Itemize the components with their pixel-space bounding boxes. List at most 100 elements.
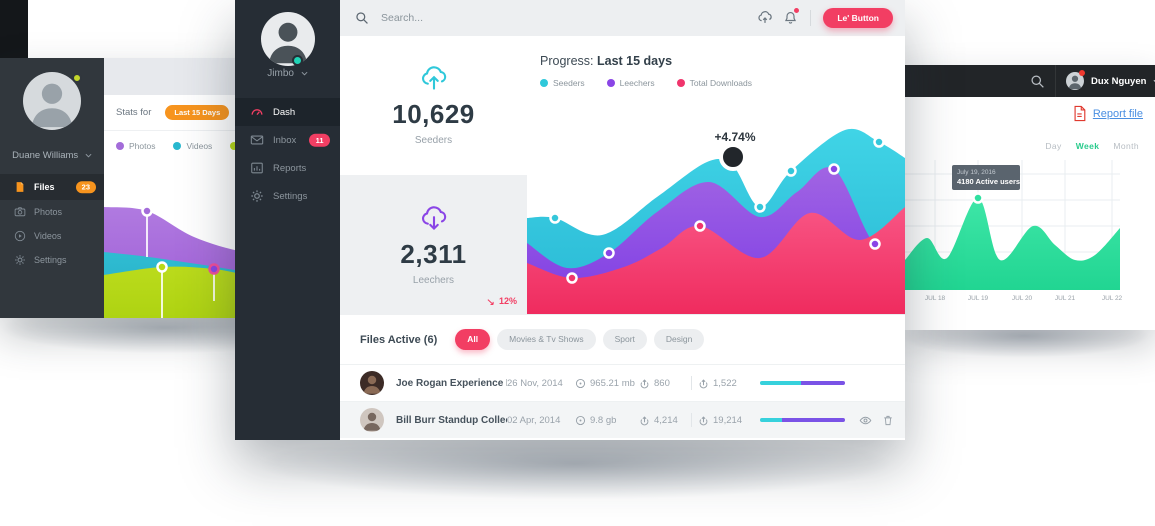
legend-item: Leechers (606, 78, 655, 88)
size-icon (575, 378, 586, 389)
filter-all[interactable]: All (455, 329, 491, 350)
files-title: Files Active (6) (360, 333, 438, 346)
file-title: Bill Burr Standup Collection (396, 414, 507, 426)
eye-icon[interactable] (859, 414, 872, 427)
legend-dot (606, 79, 615, 87)
seeders-label: Seeders (414, 135, 453, 146)
search-input[interactable] (381, 12, 581, 24)
table-row[interactable]: Joe Rogan Experience Ep. 468 26 Nov, 201… (340, 364, 905, 401)
topbar: Le' Button (340, 0, 905, 36)
seeds-icon (639, 378, 650, 389)
file-size: 965.21 mb (590, 377, 635, 389)
sidebar-item-label: Photos (34, 207, 63, 217)
bell-icon[interactable] (783, 7, 801, 26)
file-seeds: 4,214 (654, 414, 678, 426)
progress-chart-panel: Progress: Last 15 days Seeders Leechers … (527, 36, 905, 315)
sidebar-item-reports[interactable]: Reports (235, 154, 340, 182)
tab-day[interactable]: Day (1045, 141, 1062, 151)
cloud-upload-icon[interactable] (757, 10, 773, 26)
file-peers: 1,522 (713, 377, 737, 389)
search-icon[interactable] (355, 11, 369, 25)
filter-design[interactable]: Design (653, 329, 705, 350)
sidebar-item-photos[interactable]: Photos (0, 200, 104, 224)
trend-down-icon (486, 297, 495, 306)
legend-item: Total Downloads (676, 78, 752, 88)
sidebar-item-label: Reports (273, 162, 307, 174)
gauge-icon (250, 105, 264, 119)
sidebar-item-files[interactable]: Files 23 (0, 174, 104, 200)
sidebar-item-label: Settings (273, 190, 308, 202)
chart-legend: Seeders Leechers Total Downloads (540, 78, 752, 88)
chevron-down-icon (301, 71, 308, 76)
search-icon[interactable] (1030, 74, 1045, 89)
avatar[interactable] (23, 72, 81, 130)
background-window-edge (0, 0, 28, 58)
x-tick-label: JUL 19 (967, 295, 989, 302)
bar-chart-icon (250, 161, 264, 175)
x-axis-labels: JUL 18 JUL 19 JUL 20 JUL 21 JUL 22 (905, 295, 1123, 307)
avatar (1066, 70, 1085, 90)
sidebar-item-settings[interactable]: Settings (0, 248, 104, 272)
chart-annotation: +4.74% (714, 130, 756, 144)
seeds-icon (639, 415, 650, 426)
main-sidebar-menu: Dash Inbox 11 Reports Settings (235, 98, 340, 210)
camera-icon (14, 206, 26, 218)
legend-dot (173, 142, 182, 150)
status-dot (72, 73, 82, 83)
main-content: Le' Button 10,629 Seeders 2,311 Leechers… (340, 0, 905, 440)
range-pill-active[interactable]: Last 15 Days (165, 104, 230, 121)
file-filters: All Movies & Tv Shows Sport Design (455, 329, 705, 350)
user-menu[interactable]: Jimbo (235, 68, 340, 79)
legend-item: Seeders (540, 78, 585, 88)
report-file-link[interactable]: Report file (1092, 107, 1143, 120)
leechers-label: Leechers (412, 274, 455, 286)
legend-dot (540, 79, 548, 87)
progress-area-chart (527, 128, 905, 314)
file-seeds: 860 (654, 377, 670, 389)
x-tick-label: JUL 22 (1101, 295, 1123, 302)
user-menu[interactable]: Duane Williams (0, 150, 104, 161)
pdf-icon (1072, 105, 1087, 122)
legend-dot (676, 79, 685, 87)
notification-dot (793, 7, 801, 14)
legend-item: Photos (116, 141, 155, 151)
period-tabs: Day Week Month (1045, 141, 1139, 151)
play-icon (14, 230, 26, 242)
progress-bar (760, 381, 845, 385)
avatar (360, 371, 384, 395)
gear-icon (250, 189, 264, 203)
le-button[interactable]: Le' Button (823, 7, 893, 29)
left-sidebar: Duane Williams Files 23 Photos Videos (0, 58, 104, 318)
filter-movies-tv[interactable]: Movies & Tv Shows (497, 329, 596, 350)
file-size: 9.8 gb (590, 414, 617, 426)
legend-dot (230, 142, 239, 150)
tab-month[interactable]: Month (1113, 141, 1139, 151)
user-menu[interactable]: Dux Nguyen (1055, 65, 1155, 97)
tab-week[interactable]: Week (1075, 141, 1100, 151)
progress-bar (760, 418, 845, 422)
seeders-stat: 10,629 Seeders (340, 36, 527, 175)
trash-icon[interactable] (882, 414, 894, 427)
file-date: 26 Nov, 2014 (507, 377, 563, 389)
avatar[interactable] (261, 12, 315, 66)
sidebar-item-dash[interactable]: Dash (235, 98, 340, 126)
status-dot (292, 55, 303, 66)
x-tick-label: JUL 20 (1011, 295, 1033, 302)
table-row[interactable]: Bill Burr Standup Collection 02 Apr, 201… (340, 401, 905, 438)
sidebar-item-label: Videos (34, 231, 62, 241)
files-header: Files Active (6) All Movies & Tv Shows S… (340, 315, 905, 364)
filter-sport[interactable]: Sport (602, 329, 647, 350)
chevron-down-icon (85, 153, 92, 158)
stats-for-label: Stats for (116, 107, 152, 118)
sidebar-item-settings[interactable]: Settings (235, 182, 340, 210)
right-window: Dux Nguyen Report file Day Week Month Ju… (905, 65, 1155, 330)
sidebar-item-videos[interactable]: Videos (0, 224, 104, 248)
legend-dot (116, 142, 124, 150)
divider (810, 10, 812, 26)
chart-tooltip: July 19, 2016 4180 Active users (952, 165, 1020, 190)
sidebar-item-inbox[interactable]: Inbox 11 (235, 126, 340, 154)
right-header: Dux Nguyen (905, 65, 1155, 97)
chart-title: Progress: Last 15 days (540, 54, 673, 68)
row-actions (859, 414, 905, 427)
